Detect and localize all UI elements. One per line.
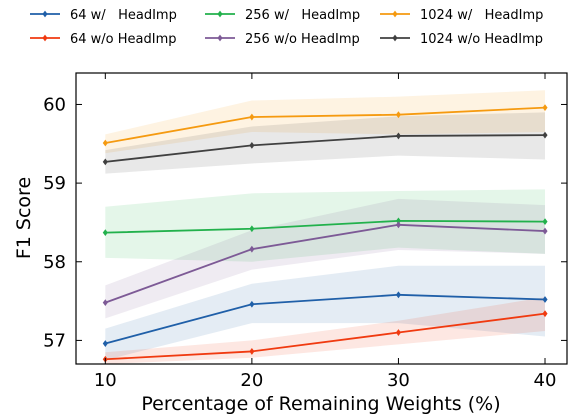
line-series-1 bbox=[105, 312, 546, 361]
line-series-5 bbox=[105, 134, 546, 163]
point-series-2-2 bbox=[395, 217, 401, 225]
legend-marker-5 bbox=[392, 34, 398, 42]
legend-marker-1 bbox=[42, 34, 48, 42]
legend-label-2: 256 w/ HeadImp bbox=[245, 8, 360, 23]
plot-frame bbox=[75, 72, 568, 365]
point-series-4-3 bbox=[542, 104, 548, 112]
band-series-0 bbox=[105, 265, 546, 361]
point-series-5-0 bbox=[102, 158, 108, 166]
band-series-5 bbox=[105, 112, 546, 174]
y-axis-ticks: 57 58 59 60 bbox=[43, 94, 567, 351]
y-tick-label-1: 58 bbox=[43, 252, 66, 273]
legend-label-1: 64 w/o HeadImp bbox=[70, 32, 177, 47]
point-series-4-2 bbox=[395, 111, 401, 119]
x-tick-label-2: 30 bbox=[387, 370, 410, 391]
y-tick-label-2: 59 bbox=[43, 173, 66, 194]
legend-label-4: 1024 w/ HeadImp bbox=[420, 8, 543, 23]
point-series-3-2 bbox=[395, 221, 401, 229]
point-series-1-2 bbox=[395, 329, 401, 336]
point-series-0-3 bbox=[542, 296, 548, 303]
x-tick-label-1: 20 bbox=[240, 370, 263, 391]
legend-label-3: 256 w/o HeadImp bbox=[245, 32, 360, 47]
point-series-3-1 bbox=[249, 245, 255, 253]
legend-marker-4 bbox=[392, 10, 398, 18]
line-series-0 bbox=[105, 293, 546, 345]
series-markers bbox=[102, 104, 548, 363]
point-series-3-3 bbox=[542, 227, 548, 235]
point-series-3-0 bbox=[102, 299, 108, 307]
point-series-5-1 bbox=[249, 141, 255, 149]
band-series-4 bbox=[105, 90, 546, 154]
point-series-4-1 bbox=[249, 113, 255, 121]
legend: 64 w/ HeadImp 64 w/o HeadImp 256 w/ HeadIm… bbox=[30, 8, 543, 47]
legend-label-5: 1024 w/o HeadImp bbox=[420, 32, 543, 47]
point-series-1-1 bbox=[249, 348, 255, 355]
y-tick-label-0: 57 bbox=[43, 330, 66, 351]
point-series-5-2 bbox=[395, 132, 401, 140]
y-tick-label-3: 60 bbox=[43, 94, 66, 115]
band-series-3 bbox=[105, 198, 546, 319]
x-tick-label-3: 40 bbox=[534, 370, 557, 391]
x-tick-label-0: 10 bbox=[94, 370, 117, 391]
point-series-1-3 bbox=[542, 310, 548, 318]
x-axis-ticks: 10 20 30 40 bbox=[94, 73, 557, 391]
point-series-2-0 bbox=[102, 229, 108, 237]
band-series-1 bbox=[105, 297, 546, 364]
line-series-2 bbox=[105, 219, 546, 234]
confidence-bands bbox=[105, 90, 546, 364]
point-series-4-0 bbox=[102, 139, 108, 147]
line-series-4 bbox=[105, 106, 546, 144]
point-series-5-3 bbox=[542, 131, 548, 139]
point-series-2-1 bbox=[249, 225, 255, 233]
x-axis-title: Percentage of Remaining Weights (%) bbox=[141, 393, 500, 415]
point-series-2-3 bbox=[542, 218, 548, 226]
point-series-0-2 bbox=[395, 291, 401, 299]
legend-marker-0 bbox=[42, 10, 48, 18]
line-series-3 bbox=[105, 223, 546, 304]
series-lines bbox=[105, 106, 546, 361]
point-series-0-1 bbox=[249, 300, 255, 308]
y-axis-title: F1 Score bbox=[13, 177, 35, 259]
legend-marker-2 bbox=[217, 10, 223, 18]
legend-label-0: 64 w/ HeadImp bbox=[70, 8, 177, 23]
legend-marker-3 bbox=[217, 34, 223, 42]
point-series-0-0 bbox=[102, 340, 108, 347]
